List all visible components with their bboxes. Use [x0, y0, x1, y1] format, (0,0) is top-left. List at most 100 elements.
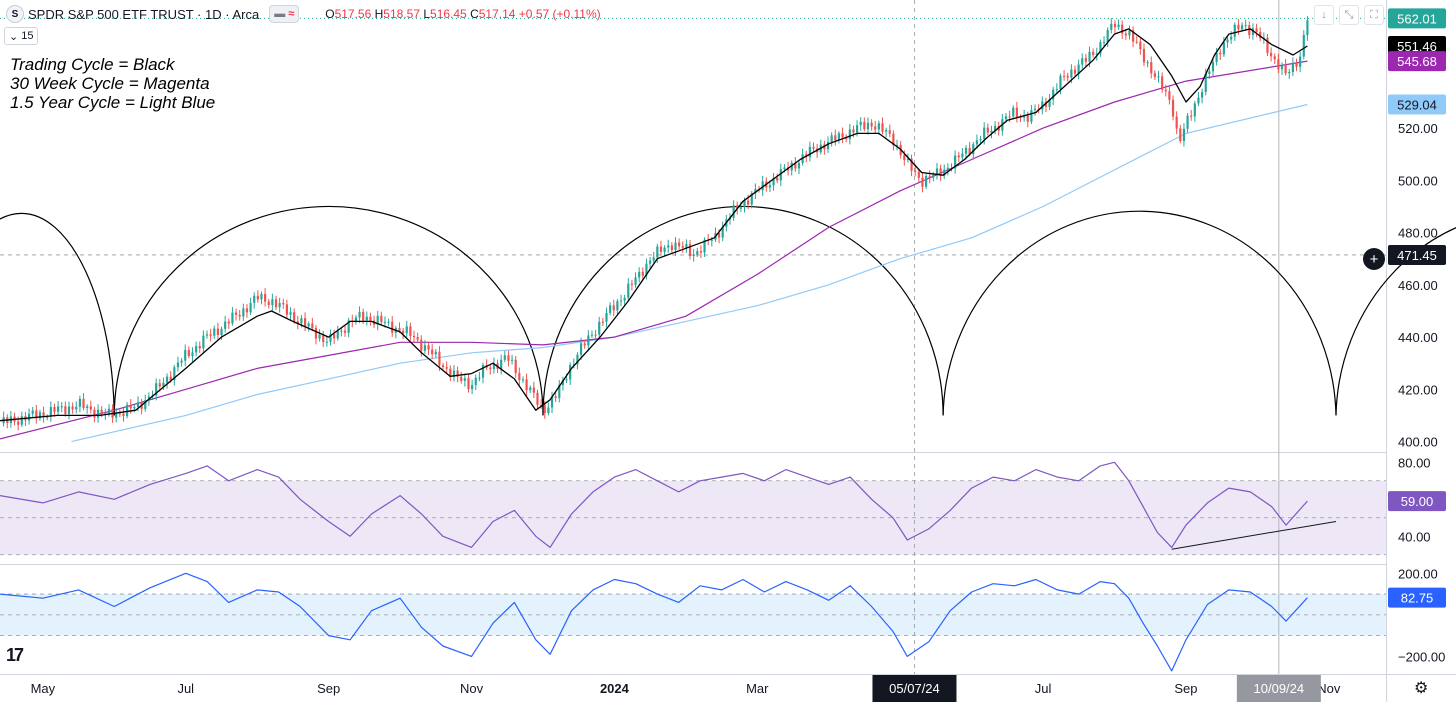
- candle-body: [1055, 89, 1058, 91]
- candle-body: [147, 396, 150, 401]
- candle-body: [307, 323, 310, 327]
- note-line: 30 Week Cycle = Magenta: [10, 74, 210, 93]
- bars-icon: ▬: [274, 8, 286, 20]
- candle-body: [946, 167, 949, 170]
- crosshair-plus-icon[interactable]: +: [1363, 248, 1385, 270]
- candle-body: [1026, 115, 1029, 122]
- series-style-pill[interactable]: ▬ ≈: [269, 5, 300, 23]
- candle-body: [747, 200, 750, 205]
- indicator-collapse-toggle[interactable]: ⌄ 15: [4, 27, 39, 45]
- candle-body: [855, 125, 859, 133]
- arrow-down-icon[interactable]: ↓: [1314, 5, 1334, 25]
- candle-body: [790, 162, 793, 171]
- cci-tick-label: −200.00: [1398, 649, 1445, 664]
- candle-body: [1215, 52, 1218, 63]
- candle-body: [409, 326, 412, 336]
- candle-body: [1131, 30, 1135, 42]
- candle-body: [939, 168, 942, 176]
- candle-body: [721, 226, 724, 238]
- candle-body: [885, 130, 888, 132]
- candle-body: [518, 373, 521, 380]
- candle-body: [1302, 34, 1305, 57]
- candle-body: [1280, 64, 1284, 70]
- cci-tag-label: 82.75: [1401, 591, 1434, 606]
- candle-body: [1291, 62, 1294, 73]
- candle-body: [329, 334, 332, 342]
- candle-body: [1084, 58, 1087, 62]
- candle-body: [427, 345, 430, 350]
- rsi-line: [0, 461, 1308, 549]
- rsi-tick-label: 80.00: [1398, 455, 1431, 470]
- candle-body: [507, 355, 510, 361]
- candle-body: [616, 301, 619, 311]
- candle-body: [198, 346, 201, 349]
- candle-body: [391, 321, 394, 333]
- gear-icon[interactable]: ⚙: [1414, 680, 1429, 697]
- candle-body: [1164, 89, 1167, 92]
- candle-body: [540, 404, 543, 406]
- candle-body: [630, 283, 634, 285]
- price-tick-label: 400.00: [1398, 435, 1438, 450]
- trading-cycle-line: [0, 28, 1308, 422]
- candle-body: [376, 315, 379, 325]
- candle-body: [405, 326, 408, 334]
- candle-body: [1204, 73, 1207, 92]
- candle-body: [536, 392, 539, 405]
- price-tick-label: 420.00: [1398, 382, 1438, 397]
- candle-body: [990, 130, 993, 133]
- candle-body: [169, 376, 172, 381]
- candle-body: [1237, 24, 1240, 30]
- candle-body: [510, 359, 514, 361]
- candle-body: [231, 312, 234, 324]
- candle-body: [928, 176, 931, 178]
- candle-body: [1208, 71, 1211, 74]
- candle-body: [678, 242, 681, 247]
- candle-body: [249, 302, 252, 313]
- candle-body: [456, 370, 459, 377]
- candle-body: [463, 378, 466, 381]
- approx-icon: ≈: [288, 8, 295, 20]
- candle-body: [122, 413, 125, 417]
- candle-body: [837, 133, 841, 141]
- candle-body: [906, 158, 910, 161]
- candle-body: [638, 271, 641, 278]
- candle-body: [688, 244, 692, 257]
- candle-body: [834, 135, 837, 141]
- candle-body: [1168, 91, 1171, 100]
- candle-body: [474, 377, 477, 386]
- candle-body: [387, 321, 390, 323]
- note-line: 1.5 Year Cycle = Light Blue: [10, 93, 216, 112]
- candle-body: [1015, 107, 1018, 118]
- candle-body: [1171, 99, 1175, 117]
- candle-body: [968, 147, 971, 155]
- candle-body: [1033, 108, 1037, 111]
- candle-body: [598, 321, 601, 335]
- candle-body: [558, 385, 561, 398]
- candle-body: [75, 406, 78, 410]
- candle-body: [732, 205, 735, 218]
- candle-body: [1113, 23, 1117, 28]
- candle-body: [202, 335, 205, 349]
- candle-body: [943, 169, 946, 176]
- candle-body: [1248, 25, 1251, 35]
- candle-body: [60, 406, 63, 408]
- tradingview-logo[interactable]: 17: [6, 645, 24, 665]
- candle-body: [431, 349, 434, 355]
- candle-body: [681, 246, 684, 248]
- expand-icon[interactable]: ⛶: [1364, 5, 1384, 25]
- change-readout: +0.57 (+0.11%): [518, 7, 601, 21]
- collapse-icon[interactable]: ⤡: [1339, 5, 1359, 25]
- candle-body: [347, 320, 350, 333]
- symbol-title[interactable]: SPDR S&P 500 ETF TRUST · 1D · Arca: [28, 6, 260, 22]
- candle-body: [278, 302, 281, 308]
- candle-body: [420, 339, 423, 351]
- candle-body: [67, 406, 71, 415]
- candle-body: [932, 174, 935, 178]
- candle-body: [126, 404, 129, 417]
- candle-body: [590, 334, 594, 336]
- cycle-arc: [542, 205, 944, 416]
- candle-body: [739, 207, 742, 209]
- candle-body: [750, 193, 753, 205]
- candle-body: [1182, 128, 1186, 141]
